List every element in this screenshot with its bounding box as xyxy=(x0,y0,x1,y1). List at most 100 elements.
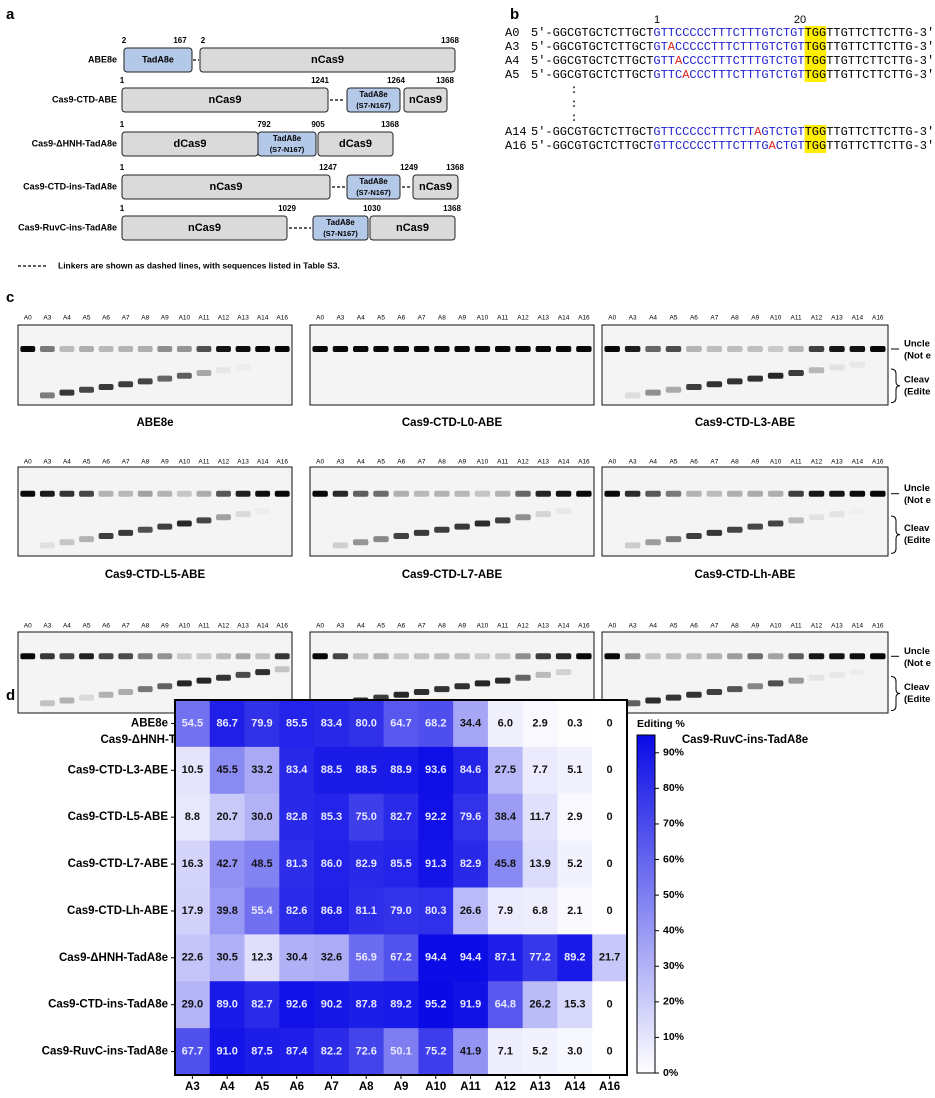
uncleaved-band xyxy=(235,346,251,352)
heat-cell xyxy=(314,887,350,935)
cleaved-band xyxy=(767,680,784,687)
cleaved-band xyxy=(515,514,531,521)
heat-cell xyxy=(348,1028,385,1076)
cleaved-band xyxy=(393,691,409,698)
lane-label: A7 xyxy=(418,459,426,466)
cell-label: 91.9 xyxy=(460,999,481,1011)
seq-name: A5 xyxy=(505,68,519,82)
lane-label: A4 xyxy=(357,315,365,322)
heat-cell xyxy=(522,700,558,748)
lane-label: A8 xyxy=(731,623,739,630)
domain-sub: (S7-N167) xyxy=(270,145,305,154)
col-label: A14 xyxy=(564,1081,586,1093)
uncleaved-band xyxy=(137,490,153,497)
heat-cell xyxy=(487,700,524,748)
lane-label: A13 xyxy=(831,623,843,630)
uncleaved-band xyxy=(515,653,531,660)
heat-cell xyxy=(487,746,524,795)
lane-label: A10 xyxy=(770,315,782,322)
position: 1 xyxy=(120,76,125,85)
lane-label: A16 xyxy=(872,315,884,322)
cleaved-band xyxy=(255,508,270,514)
gel-caption: Cas9-CTD-L3-ABE xyxy=(695,417,796,429)
heat-cell xyxy=(314,746,350,795)
row-label: Cas9-CTD-ins-TadA8e xyxy=(48,999,168,1011)
cleaved-band xyxy=(645,389,661,396)
construct-label: ABE8e xyxy=(88,54,117,64)
uncleaved-band xyxy=(870,346,886,352)
cleaved-band xyxy=(216,514,231,521)
lane-label: A6 xyxy=(102,623,110,630)
uncleaved-band xyxy=(235,490,251,497)
uncleaved-band xyxy=(373,653,389,660)
position: 792 xyxy=(257,120,271,129)
cleaved-band xyxy=(176,680,192,687)
heat-cell xyxy=(348,981,385,1029)
lane-label: A11 xyxy=(198,623,209,630)
lane-label: A0 xyxy=(316,459,324,466)
domain-name: nCas9 xyxy=(208,94,241,106)
construct-label: Cas9-RuvC-ins-TadA8e xyxy=(18,222,117,232)
domain-box xyxy=(121,87,329,113)
cell-label: 29.0 xyxy=(182,999,203,1011)
cell-label: 80.0 xyxy=(356,717,377,729)
cell-label: 86.0 xyxy=(321,858,342,870)
cleaved-band xyxy=(686,532,702,539)
uncleaved-band xyxy=(788,653,804,660)
uncleaved-band xyxy=(332,346,349,352)
domain-box xyxy=(121,174,331,200)
domain-box xyxy=(199,47,456,73)
lane-label: A4 xyxy=(649,623,657,630)
cell-label: 81.3 xyxy=(286,858,307,870)
cell-label: 94.4 xyxy=(460,952,482,964)
lane-label: A10 xyxy=(477,315,489,322)
uncleaved-band xyxy=(454,490,470,497)
heat-cell xyxy=(418,887,454,935)
cleaved-band xyxy=(706,381,723,388)
domain-name: nCas9 xyxy=(409,94,442,106)
cleaved-band xyxy=(665,694,682,701)
cell-label: 0 xyxy=(607,858,613,870)
pam-highlight xyxy=(804,125,827,139)
seq-segment: A xyxy=(769,139,777,153)
cell-label: 39.8 xyxy=(216,905,237,917)
cleaved-band xyxy=(850,508,866,514)
cell-label: 79.9 xyxy=(251,717,272,729)
colorbar-label: 80% xyxy=(663,782,685,794)
domain-name: dCas9 xyxy=(339,138,372,150)
gel-caption: ABE8e xyxy=(136,417,173,429)
annot: Cleav xyxy=(904,523,930,534)
lane-label: A3 xyxy=(43,623,51,630)
cell-label: 45.5 xyxy=(216,764,237,776)
heat-cell xyxy=(592,887,628,935)
cleaved-band xyxy=(255,362,270,368)
position: 1368 xyxy=(446,163,464,172)
col-label: A12 xyxy=(495,1081,516,1093)
cleaved-band xyxy=(255,669,271,676)
annot: (Edite xyxy=(904,386,930,397)
uncleaved-band xyxy=(808,490,825,497)
uncleaved-band xyxy=(727,490,743,497)
cell-label: 81.1 xyxy=(356,905,377,917)
heat-cell xyxy=(557,746,593,795)
construct-label: Cas9-CTD-ABE xyxy=(52,94,117,104)
cleaved-band xyxy=(686,691,702,698)
seq-name: A3 xyxy=(505,40,519,54)
lane-label: A12 xyxy=(218,459,230,466)
seq-segment: CCCTTTCTTTGTCTGT xyxy=(689,68,804,82)
seq-segment: TTGTTCTTCTTG-3′ xyxy=(826,139,934,153)
heat-cell xyxy=(244,746,280,795)
cell-label: 64.8 xyxy=(495,999,516,1011)
lane-label: A3 xyxy=(336,315,344,322)
row-label: Cas9-CTD-L5-ABE xyxy=(68,811,169,823)
cell-label: 42.7 xyxy=(216,858,237,870)
seq-segment: TGG xyxy=(805,125,827,139)
heat-cell xyxy=(209,981,246,1029)
uncleaved-band xyxy=(373,346,389,352)
lane-label: A12 xyxy=(218,315,230,322)
lane-label: A16 xyxy=(578,623,590,630)
uncleaved-band xyxy=(535,653,551,660)
heat-cell xyxy=(522,981,558,1029)
col-label: A5 xyxy=(255,1081,270,1093)
lane-label: A4 xyxy=(63,315,71,322)
